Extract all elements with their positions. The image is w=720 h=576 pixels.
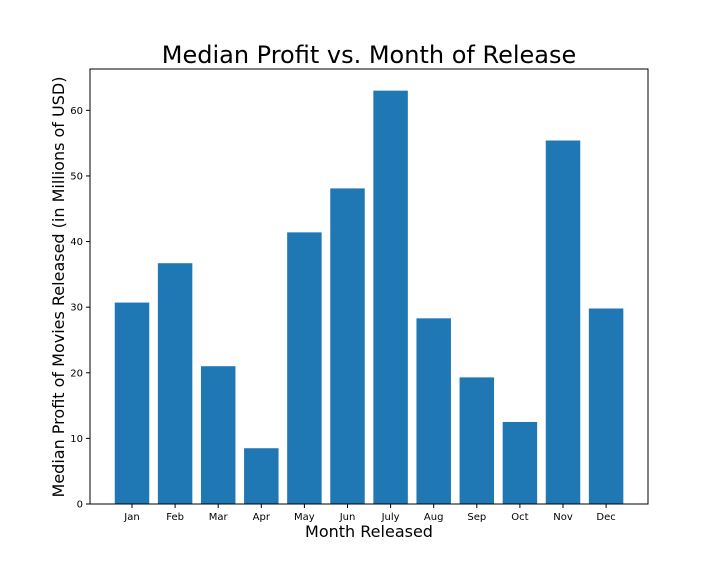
y-tick-label: 0 bbox=[77, 500, 83, 511]
x-tick-label: Mar bbox=[209, 512, 229, 523]
x-tick-label: Jan bbox=[123, 512, 139, 523]
x-tick-label: Dec bbox=[596, 512, 615, 523]
bar-feb bbox=[157, 263, 193, 504]
x-tick-label: Jun bbox=[339, 512, 356, 523]
y-tick-label: 40 bbox=[70, 237, 83, 248]
bar-jan bbox=[114, 302, 150, 504]
plot-frame bbox=[89, 68, 649, 505]
y-axis-ticks: 0 10 20 30 40 50 60 bbox=[70, 106, 90, 511]
bar-mar bbox=[200, 366, 236, 504]
x-tick-label: Oct bbox=[511, 512, 528, 523]
x-tick-label: May bbox=[294, 512, 315, 523]
x-axis-label: Month Released bbox=[305, 522, 433, 541]
bar-dec bbox=[588, 308, 624, 504]
bar-sep bbox=[459, 377, 495, 504]
bar-aug bbox=[416, 318, 451, 504]
bar-may bbox=[287, 232, 322, 504]
bar-oct bbox=[502, 421, 538, 504]
y-axis-label: Median Profit of Movies Released (in Mil… bbox=[49, 77, 68, 498]
x-axis-ticks: Jan Feb Mar Apr May Jun July Aug Sep Oct Nov Dec bbox=[123, 504, 616, 523]
x-tick-label: Nov bbox=[553, 512, 573, 523]
bar-jun bbox=[330, 188, 365, 504]
bar-nov bbox=[545, 140, 581, 504]
y-tick-label: 50 bbox=[70, 171, 83, 182]
x-tick-label: Apr bbox=[253, 512, 271, 523]
bar-july bbox=[373, 90, 408, 505]
x-tick-label: July bbox=[381, 512, 400, 523]
x-tick-label: Feb bbox=[166, 512, 184, 523]
y-tick-label: 20 bbox=[70, 368, 83, 379]
y-tick-label: 30 bbox=[70, 303, 83, 314]
bar-apr bbox=[244, 448, 279, 504]
x-tick-label: Sep bbox=[467, 512, 486, 523]
x-tick-label: Aug bbox=[424, 512, 444, 523]
y-tick-label: 10 bbox=[70, 434, 83, 445]
chart-title: Median Profit vs. Month of Release bbox=[162, 41, 577, 69]
y-tick-label: 60 bbox=[70, 106, 83, 117]
bars-group bbox=[114, 90, 624, 505]
